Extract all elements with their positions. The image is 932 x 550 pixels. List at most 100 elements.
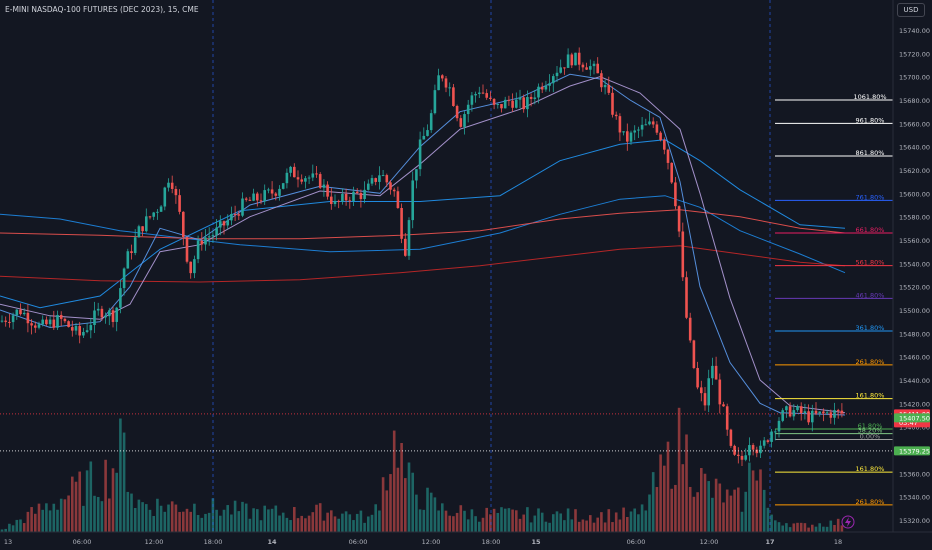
- time-axis[interactable]: 13 06:00 12:00 18:00 14 06:00 12:00 18:00 15 06:0…: [0, 531, 932, 550]
- volume-bar: [840, 525, 844, 532]
- candle-body: [585, 67, 588, 70]
- candle-body: [126, 251, 130, 269]
- candle-body: [244, 198, 248, 200]
- volume-bar: [289, 520, 292, 532]
- volume-bar: [404, 478, 407, 532]
- volume-bar: [807, 527, 810, 532]
- candle-body: [348, 200, 352, 202]
- price-axis-bg: [893, 0, 932, 550]
- candle-body: [148, 216, 152, 218]
- candle-body: [570, 54, 574, 66]
- candle-body: [11, 315, 15, 323]
- volume-bar: [429, 492, 433, 532]
- volume-bar: [637, 514, 640, 532]
- candle-body: [555, 72, 559, 77]
- volume-bar: [119, 418, 122, 532]
- candle-body: [607, 85, 611, 93]
- volume-bar: [85, 470, 89, 532]
- moving-average-line: [0, 139, 846, 309]
- volume-bar: [355, 513, 359, 532]
- volume-bar: [811, 524, 814, 532]
- candle-body: [341, 193, 344, 202]
- candle-body: [163, 187, 167, 207]
- candle-body: [651, 121, 655, 125]
- volume-bar: [607, 509, 611, 532]
- volume-bar: [318, 503, 322, 532]
- volume-bar: [30, 507, 33, 532]
- candle-body: [581, 64, 585, 68]
- price-badge: [894, 446, 930, 456]
- candle-body: [293, 166, 296, 178]
- volume-bar: [71, 476, 74, 532]
- volume-bar: [145, 504, 148, 532]
- candle-body: [629, 132, 633, 142]
- candle-body: [196, 240, 200, 260]
- candle-body: [407, 220, 411, 256]
- candle-body: [93, 310, 96, 326]
- y-tick-label: 15720.00: [899, 50, 930, 58]
- volume-bar: [574, 509, 577, 532]
- volume-bar: [263, 505, 266, 532]
- volume-bar: [96, 496, 100, 532]
- x-tick-label: 15: [531, 538, 541, 546]
- volume-bar: [230, 514, 233, 532]
- volume-bar: [174, 504, 178, 532]
- volume-bar: [552, 514, 555, 532]
- y-tick-label: 15500.00: [899, 307, 930, 315]
- candle-body: [344, 193, 348, 201]
- fib-level-label: 561.80%: [856, 259, 885, 267]
- volume-bar: [685, 434, 688, 532]
- candle-body: [481, 92, 485, 94]
- volume-bar: [0, 529, 4, 532]
- candle-body: [563, 67, 566, 69]
- candle-body: [337, 200, 340, 202]
- volume-bar: [644, 510, 648, 532]
- candle-body: [311, 173, 315, 178]
- candle-body: [455, 105, 459, 119]
- candle-body: [418, 139, 422, 170]
- volume-bar: [515, 510, 518, 532]
- candle-body: [448, 87, 451, 89]
- x-tick-label: 06:00: [627, 538, 646, 546]
- volume-bar: [836, 518, 840, 532]
- volume-bar: [659, 454, 662, 532]
- volume-bar: [703, 473, 707, 532]
- candle-body: [104, 316, 107, 318]
- volume-bar: [378, 510, 381, 532]
- volume-bar: [26, 511, 30, 532]
- volume-bar: [100, 501, 104, 532]
- volume-bar: [714, 478, 718, 532]
- volume-bar: [485, 507, 488, 532]
- volume-bar: [67, 495, 70, 532]
- x-tick-label: 12:00: [145, 538, 164, 546]
- candle-body: [307, 177, 311, 179]
- volume-bar: [11, 525, 15, 532]
- candle-body: [748, 445, 751, 456]
- volume-bar: [725, 489, 729, 532]
- volume-bar: [733, 489, 736, 532]
- candle-body: [463, 114, 466, 127]
- candle-body: [692, 340, 696, 368]
- candle-body: [30, 323, 33, 326]
- volume-bar: [600, 512, 603, 532]
- volume-bar: [651, 472, 655, 532]
- candle-body: [540, 86, 544, 90]
- candle-body: [130, 251, 133, 254]
- volume-bar: [470, 509, 474, 532]
- volume-bar: [48, 510, 52, 532]
- volume-bar: [459, 505, 463, 532]
- candle-body: [411, 180, 414, 221]
- volume-bar: [818, 523, 821, 532]
- volume-bar: [759, 469, 762, 532]
- fib-level-label: 961.80%: [856, 116, 885, 124]
- price-axis[interactable]: 15740.00 15720.00 15700.00 15680.00 15660.00…: [892, 0, 932, 550]
- lightning-icon[interactable]: [841, 515, 855, 529]
- currency-button[interactable]: USD: [897, 3, 925, 17]
- volume-bar: [803, 523, 807, 532]
- candle-body: [152, 212, 155, 217]
- candle-body: [807, 411, 810, 423]
- volume-bar: [481, 517, 485, 532]
- candle-body: [592, 63, 596, 67]
- y-tick-label: 15700.00: [899, 74, 930, 82]
